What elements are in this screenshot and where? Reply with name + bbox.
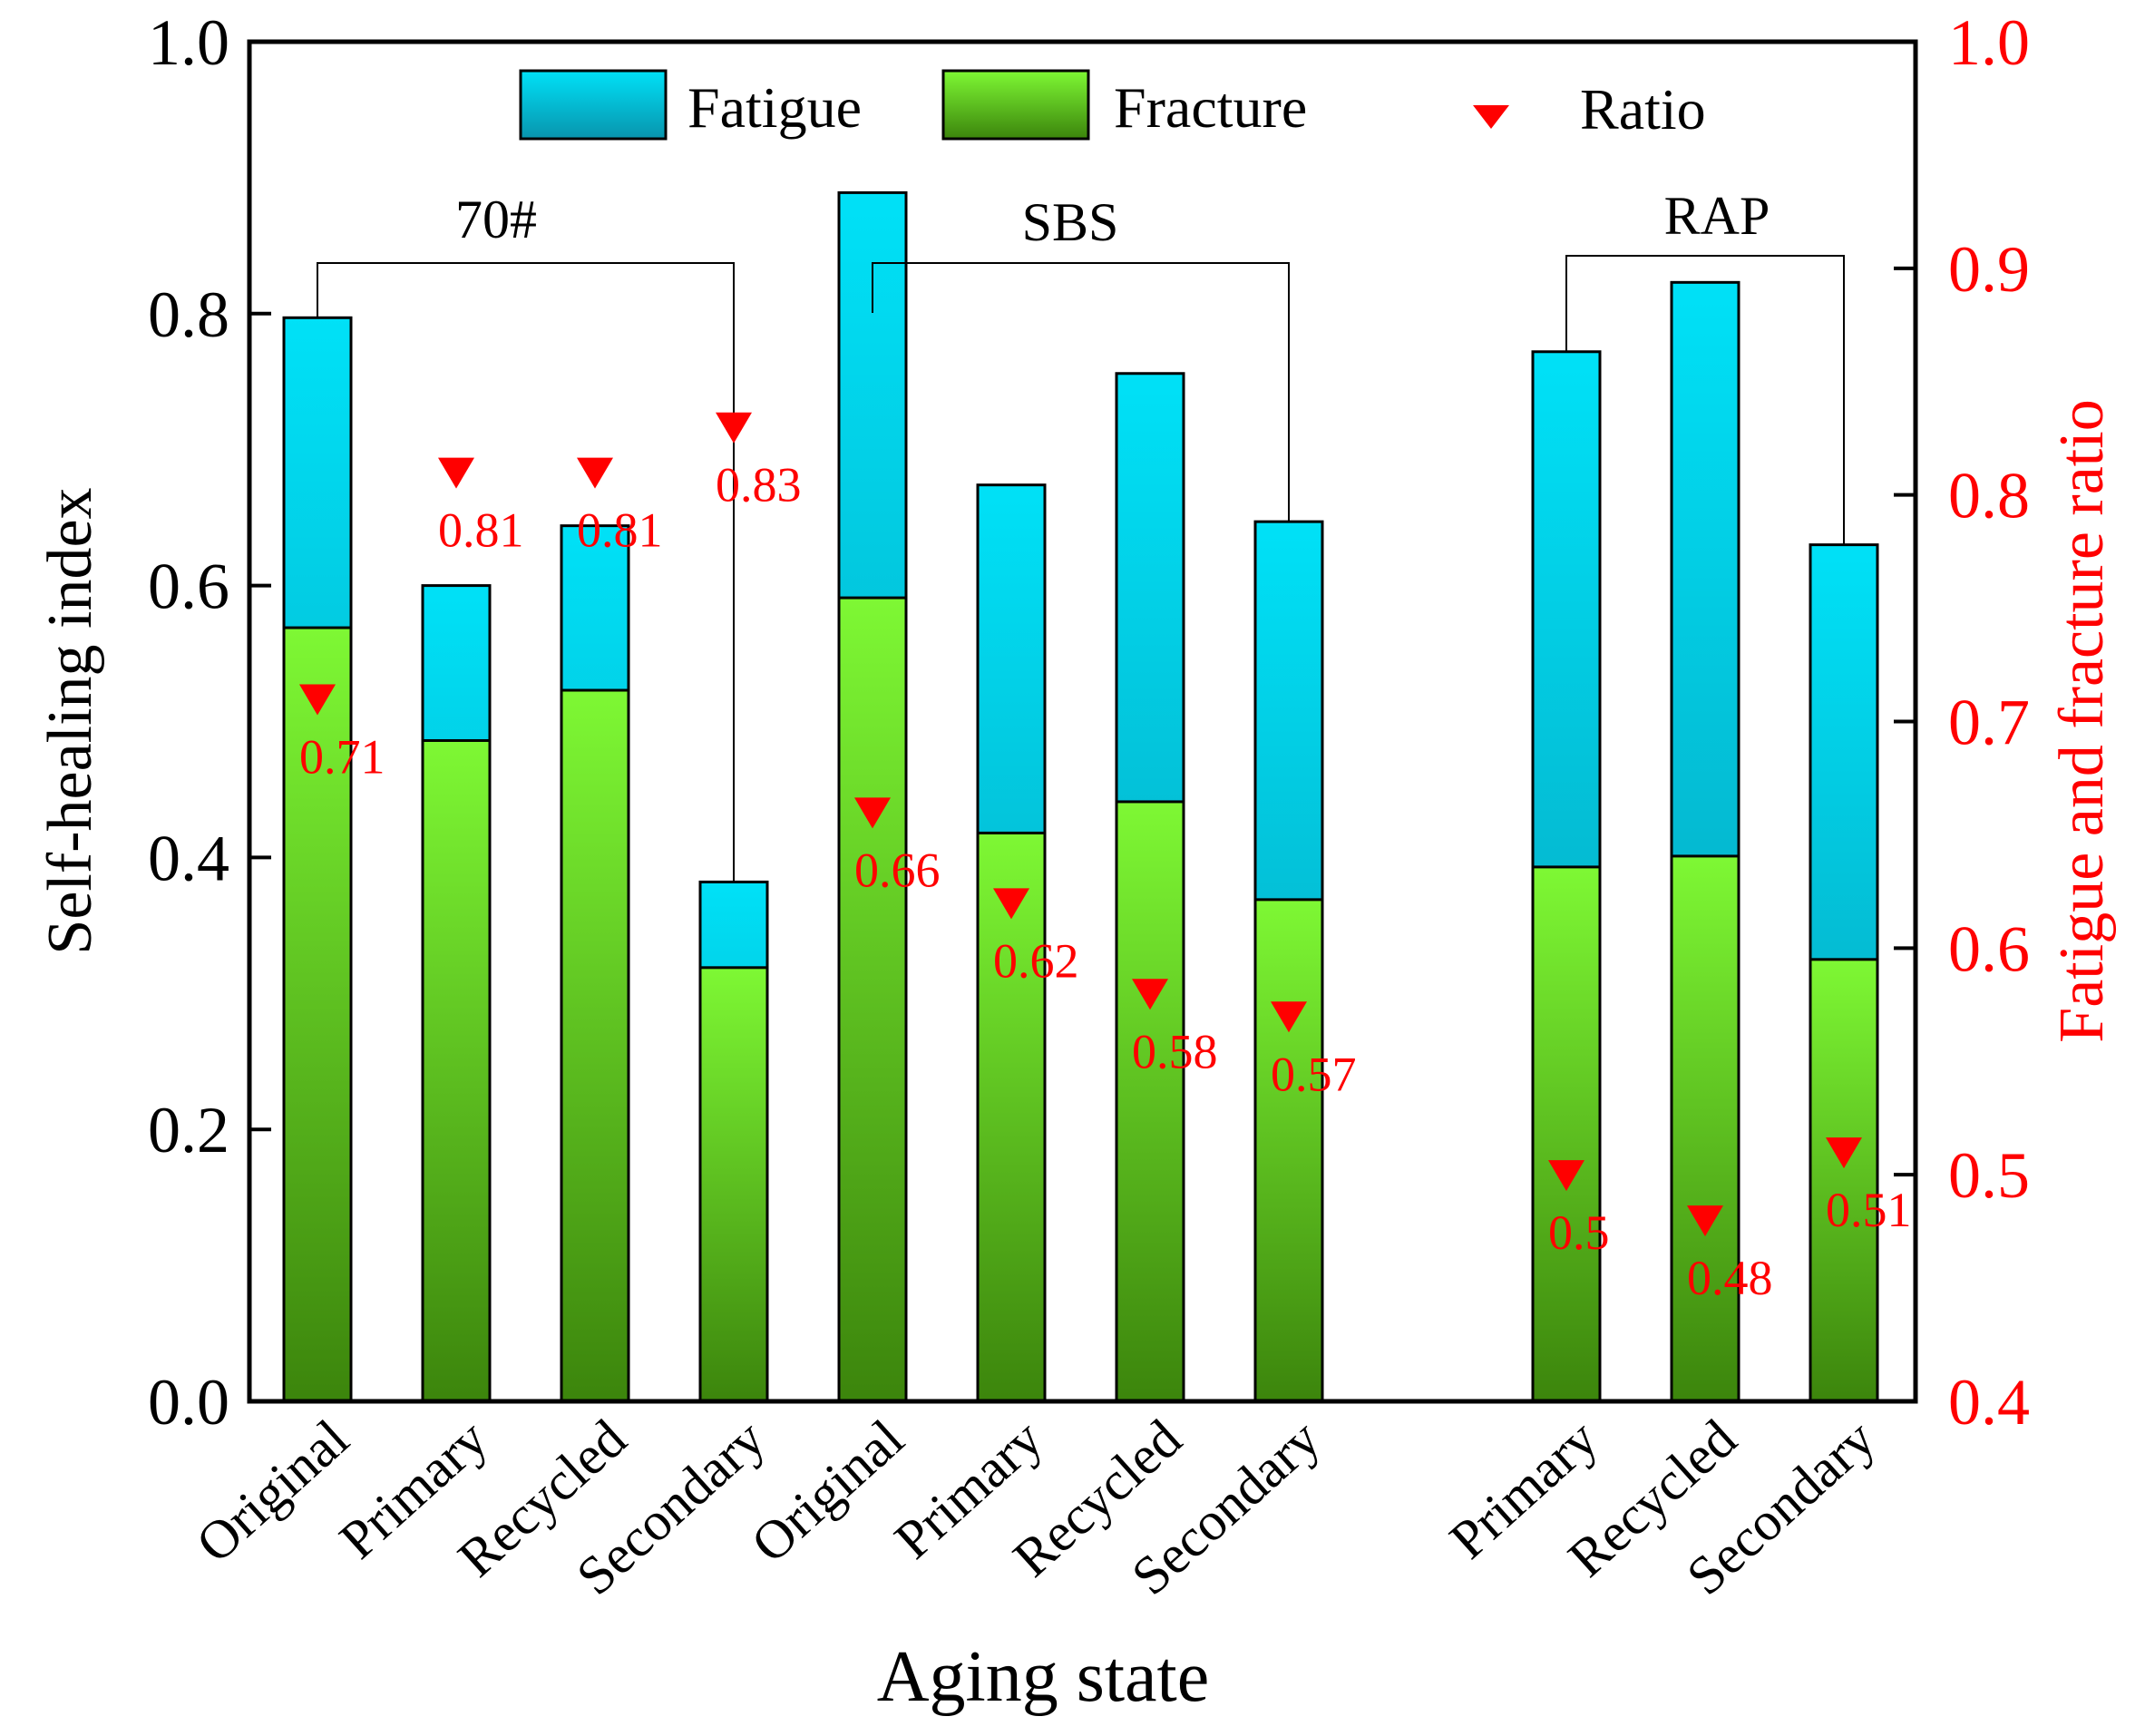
ratio-marker-4 — [854, 797, 891, 829]
bar-fracture-6 — [1115, 800, 1185, 1403]
right-tick-label-5: 0.9 — [1948, 233, 2030, 306]
ratio-label-3: 0.83 — [716, 458, 802, 512]
x-axis-label: Aging state — [877, 1637, 1210, 1717]
bar-fracture-3 — [698, 966, 769, 1403]
group-bracket-2 — [1565, 255, 1845, 545]
x-axis-tick-labels: OriginalPrimaryRecycledSecondaryOriginal… — [185, 1409, 1887, 1607]
ratio-marker-7 — [1271, 1001, 1307, 1033]
group-label-1: SBS — [1022, 192, 1119, 252]
ratio-markers-layer: 0.71 0.81 0.81 0.83 0.66 0.62 0.58 0.57 0.5 0.48 0… — [299, 412, 1912, 1305]
bars-layer — [282, 190, 1879, 1403]
legend-swatch-fatigue — [519, 69, 668, 141]
ratio-label-9: 0.48 — [1687, 1251, 1773, 1305]
right-tick-label-3: 0.7 — [1948, 687, 2030, 759]
ratio-label-4: 0.66 — [854, 843, 941, 897]
x-tick-label-4: Original — [740, 1409, 915, 1575]
left-axis-ticks: 0.0 0.2 0.4 0.6 0.8 1.0 — [148, 6, 271, 1439]
ratio-marker-2 — [577, 457, 613, 489]
right-tick-label-4: 0.8 — [1948, 460, 2030, 532]
y-axis-label: Self-healing index — [35, 487, 105, 954]
left-tick-label-5: 1.0 — [148, 6, 229, 79]
ratio-marker-10 — [1826, 1137, 1862, 1169]
right-tick-label-0: 0.4 — [1948, 1366, 2030, 1439]
bar-fracture-4 — [837, 596, 908, 1403]
right-axis-ticks: 0.4 0.5 0.6 0.7 0.8 0.9 1.0 — [1894, 6, 2030, 1439]
legend-marker-ratio — [1473, 105, 1509, 129]
ratio-label-0: 0.71 — [299, 730, 385, 785]
legend: Fatigue Fracture Ratio — [519, 69, 1706, 141]
right-tick-label-1: 0.5 — [1948, 1139, 2030, 1212]
left-tick-label-4: 0.8 — [148, 278, 229, 351]
bar-fracture-5 — [976, 831, 1047, 1403]
left-tick-label-3: 0.6 — [148, 551, 229, 623]
bar-fracture-10 — [1809, 958, 1879, 1403]
group-label-2: RAP — [1664, 186, 1770, 246]
bar-fracture-0 — [282, 626, 353, 1403]
ratio-marker-9 — [1687, 1205, 1723, 1237]
ratio-marker-5 — [993, 888, 1029, 920]
ratio-marker-3 — [716, 412, 752, 444]
ratio-label-5: 0.62 — [993, 933, 1079, 988]
right-tick-label-2: 0.6 — [1948, 912, 2030, 985]
right-tick-label-6: 1.0 — [1948, 6, 2030, 79]
left-tick-label-0: 0.0 — [148, 1366, 229, 1439]
bar-fracture-7 — [1253, 898, 1324, 1403]
ratio-label-2: 0.81 — [577, 503, 663, 558]
legend-swatch-fracture — [941, 69, 1090, 141]
group-bracket-0 — [317, 262, 735, 883]
ratio-marker-6 — [1132, 979, 1168, 1010]
bar-fracture-2 — [560, 688, 630, 1403]
ratio-label-6: 0.58 — [1132, 1024, 1218, 1078]
ratio-marker-1 — [438, 457, 474, 489]
ratio-label-1: 0.81 — [438, 503, 524, 558]
ratio-marker-8 — [1548, 1160, 1584, 1192]
left-tick-label-1: 0.2 — [148, 1094, 229, 1166]
group-label-0: 70# — [455, 190, 537, 249]
legend-label-ratio: Ratio — [1580, 77, 1706, 141]
ratio-label-8: 0.5 — [1548, 1205, 1610, 1260]
bar-fracture-9 — [1670, 854, 1740, 1403]
group-brackets: 70# SBS RAP — [317, 186, 1845, 883]
legend-label-fracture: Fracture — [1114, 75, 1307, 140]
ratio-label-10: 0.51 — [1826, 1183, 1912, 1237]
bar-fracture-1 — [421, 738, 492, 1403]
legend-label-fatigue: Fatigue — [687, 75, 862, 140]
group-bracket-1 — [872, 262, 1290, 522]
left-tick-label-2: 0.4 — [148, 822, 229, 894]
ratio-marker-0 — [299, 684, 336, 716]
ratio-label-7: 0.57 — [1271, 1047, 1357, 1101]
bar-fracture-8 — [1531, 865, 1602, 1403]
y-axis-label-right: Fatigue and fracture ratio — [2047, 399, 2117, 1042]
